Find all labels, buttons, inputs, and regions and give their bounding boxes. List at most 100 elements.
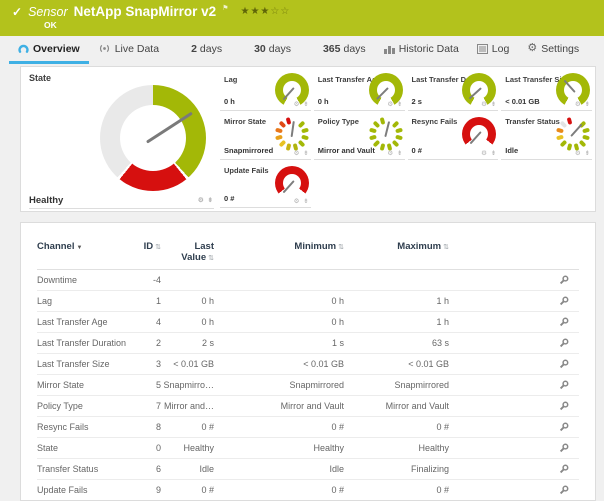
sort-icon[interactable]: ⇅: [338, 244, 344, 251]
table-row-update-fails[interactable]: Update Fails 9 0 # 0 # 0 #: [37, 480, 579, 500]
cell-channel[interactable]: Last Transfer Duration: [37, 338, 127, 348]
gear-icon[interactable]: ⚙: [293, 101, 301, 108]
gear-icon[interactable]: ⚙: [574, 150, 582, 157]
gauge-tile-update-fails[interactable]: Update Fails 0 # ⚙ ⇟: [220, 160, 311, 208]
table-row-lag[interactable]: Lag 1 0 h 0 h 1 h: [37, 291, 579, 312]
tile-action-icons[interactable]: ⚙ ⇟: [481, 100, 497, 108]
cell-id: 4: [155, 317, 161, 327]
pin-icon[interactable]: ⇟: [303, 101, 310, 108]
channel-settings-button[interactable]: [449, 317, 579, 328]
sort-icon[interactable]: ⇅: [155, 244, 161, 251]
cell-maximum: 1 h: [436, 317, 449, 327]
channel-settings-button[interactable]: [449, 275, 579, 286]
priority-stars[interactable]: ★★★☆☆: [240, 6, 291, 17]
channel-settings-button[interactable]: [449, 401, 579, 412]
pin-icon[interactable]: ⇟: [303, 198, 310, 205]
column-header-channel[interactable]: Channel ▼: [37, 241, 83, 252]
gauge-tile-last-transfer-size[interactable]: Last Transfer Size < 0.01 GB ⚙ ⇟: [501, 69, 592, 111]
tile-action-icons[interactable]: ⚙ ⇟: [575, 100, 591, 108]
gear-icon[interactable]: ⚙: [574, 101, 582, 108]
tile-action-icons[interactable]: ⚙ ⇟: [387, 100, 403, 108]
table-row-transfer-status[interactable]: Transfer Status 6 Idle Idle Finalizing: [37, 459, 579, 480]
channel-settings-button[interactable]: [449, 485, 579, 496]
flag-icon[interactable]: ⚑: [222, 4, 229, 12]
gauge-tile-state[interactable]: State Healthy ⚙ ⇟: [21, 67, 220, 211]
tile-action-icons[interactable]: ⚙ ⇟: [294, 149, 310, 157]
cell-channel[interactable]: Last Transfer Age: [37, 317, 108, 327]
cell-maximum: 63 s: [431, 338, 449, 348]
sort-icon[interactable]: ⇅: [208, 255, 214, 262]
column-header-id[interactable]: ID ⇅: [143, 241, 161, 252]
gauge-tile-transfer-status[interactable]: Transfer Status Idle ⚙ ⇟: [501, 111, 592, 160]
gauge-tile-last-transfer-duration[interactable]: Last Transfer Duration 2 s ⚙ ⇟: [407, 69, 499, 111]
gauge-tile-resync-fails[interactable]: Resync Fails 0 # ⚙ ⇟: [407, 111, 499, 160]
cell-channel[interactable]: Policy Type: [37, 401, 83, 411]
column-header-last-value[interactable]: Last Value ⇅: [181, 241, 214, 263]
channel-settings-button[interactable]: [449, 422, 579, 433]
cell-channel[interactable]: Downtime: [37, 275, 78, 285]
pin-icon[interactable]: ⇟: [397, 150, 404, 157]
tile-action-icons[interactable]: ⚙ ⇟: [294, 197, 310, 205]
tile-action-icons[interactable]: ⚙ ⇟: [481, 149, 497, 157]
tab-settings[interactable]: ⚙ Settings: [518, 36, 588, 64]
channel-settings-button[interactable]: [449, 443, 579, 454]
table-row-last-transfer-duration[interactable]: Last Transfer Duration 2 2 s 1 s 63 s: [37, 333, 579, 354]
tile-action-icons[interactable]: ⚙ ⇟: [575, 149, 591, 157]
column-header-maximum[interactable]: Maximum ⇅: [397, 241, 449, 252]
tab-historic-data[interactable]: Historic Data: [375, 36, 468, 64]
tab-2-days[interactable]: 2 days: [182, 36, 231, 64]
gauge-value: 0 #: [224, 194, 235, 203]
tab-365-days[interactable]: 365 days: [314, 36, 375, 64]
cell-channel[interactable]: Update Fails: [37, 485, 88, 495]
table-row-downtime[interactable]: Downtime -4: [37, 270, 579, 291]
cell-channel[interactable]: Lag: [37, 296, 53, 306]
cell-channel[interactable]: Resync Fails: [37, 422, 89, 432]
column-header-minimum[interactable]: Minimum ⇅: [294, 241, 344, 252]
cell-channel[interactable]: Mirror State: [37, 380, 85, 390]
pin-icon[interactable]: ⇟: [584, 101, 591, 108]
table-row-last-transfer-size[interactable]: Last Transfer Size 3 < 0.01 GB < 0.01 GB < 0…: [37, 354, 579, 375]
channel-settings-button[interactable]: [449, 464, 579, 475]
gear-icon[interactable]: ⚙: [293, 150, 301, 157]
gear-icon[interactable]: ⚙: [293, 198, 301, 205]
cell-channel[interactable]: Last Transfer Size: [37, 359, 110, 369]
tab-label: Log: [491, 42, 510, 55]
table-row-resync-fails[interactable]: Resync Fails 8 0 # 0 # 0 #: [37, 417, 579, 438]
gauge-tile-last-transfer-age[interactable]: Last Transfer Age 0 h ⚙ ⇟: [313, 69, 405, 111]
table-row-mirror-state[interactable]: Mirror State 5 Snapmirro… Snapmirrored Snapm…: [37, 375, 579, 396]
cell-channel[interactable]: State: [37, 443, 59, 453]
table-row-last-transfer-age[interactable]: Last Transfer Age 4 0 h 0 h 1 h: [37, 312, 579, 333]
tab-log[interactable]: Log: [468, 36, 519, 64]
channel-settings-button[interactable]: [449, 296, 579, 307]
tab-live-data[interactable]: Live Data: [89, 36, 168, 64]
cell-id: 2: [155, 338, 161, 348]
cell-id: 9: [155, 485, 161, 495]
gear-icon[interactable]: ⚙: [481, 150, 488, 157]
pin-icon[interactable]: ⇟: [490, 150, 498, 157]
pin-icon[interactable]: ⇟: [397, 101, 404, 108]
channel-settings-button[interactable]: [449, 338, 579, 349]
table-row-state[interactable]: State 0 Healthy Healthy Healthy: [37, 438, 579, 459]
sort-icon[interactable]: ▼: [76, 245, 83, 251]
tab-30-days[interactable]: 30 days: [245, 36, 300, 64]
gear-icon: ⚙: [527, 42, 538, 54]
table-row-policy-type[interactable]: Policy Type 7 Mirror and… Mirror and Vault M…: [37, 396, 579, 417]
gauge-tile-policy-type[interactable]: Policy Type Mirror and Vault ⚙ ⇟: [313, 111, 405, 160]
gauge-segment: [368, 134, 376, 141]
pin-icon[interactable]: ⇟: [490, 101, 498, 108]
gear-icon[interactable]: ⚙: [387, 150, 395, 157]
cell-channel[interactable]: Transfer Status: [37, 464, 99, 474]
pin-icon[interactable]: ⇟: [584, 150, 591, 157]
pin-icon[interactable]: ⇟: [303, 150, 310, 157]
gauge-tile-lag[interactable]: Lag 0 h ⚙ ⇟: [220, 69, 311, 111]
sort-icon[interactable]: ⇅: [443, 244, 449, 251]
tile-action-icons[interactable]: ⚙ ⇟: [387, 149, 403, 157]
cell-minimum: 0 h: [331, 317, 344, 327]
gear-icon[interactable]: ⚙: [481, 101, 488, 108]
gear-icon[interactable]: ⚙: [387, 101, 395, 108]
tile-action-icons[interactable]: ⚙ ⇟: [294, 100, 310, 108]
channel-settings-button[interactable]: [449, 359, 579, 370]
tab-overview[interactable]: Overview: [9, 36, 89, 64]
channel-settings-button[interactable]: [449, 380, 579, 391]
gauge-tile-mirror-state[interactable]: Mirror State Snapmirrored ⚙ ⇟: [220, 111, 311, 160]
